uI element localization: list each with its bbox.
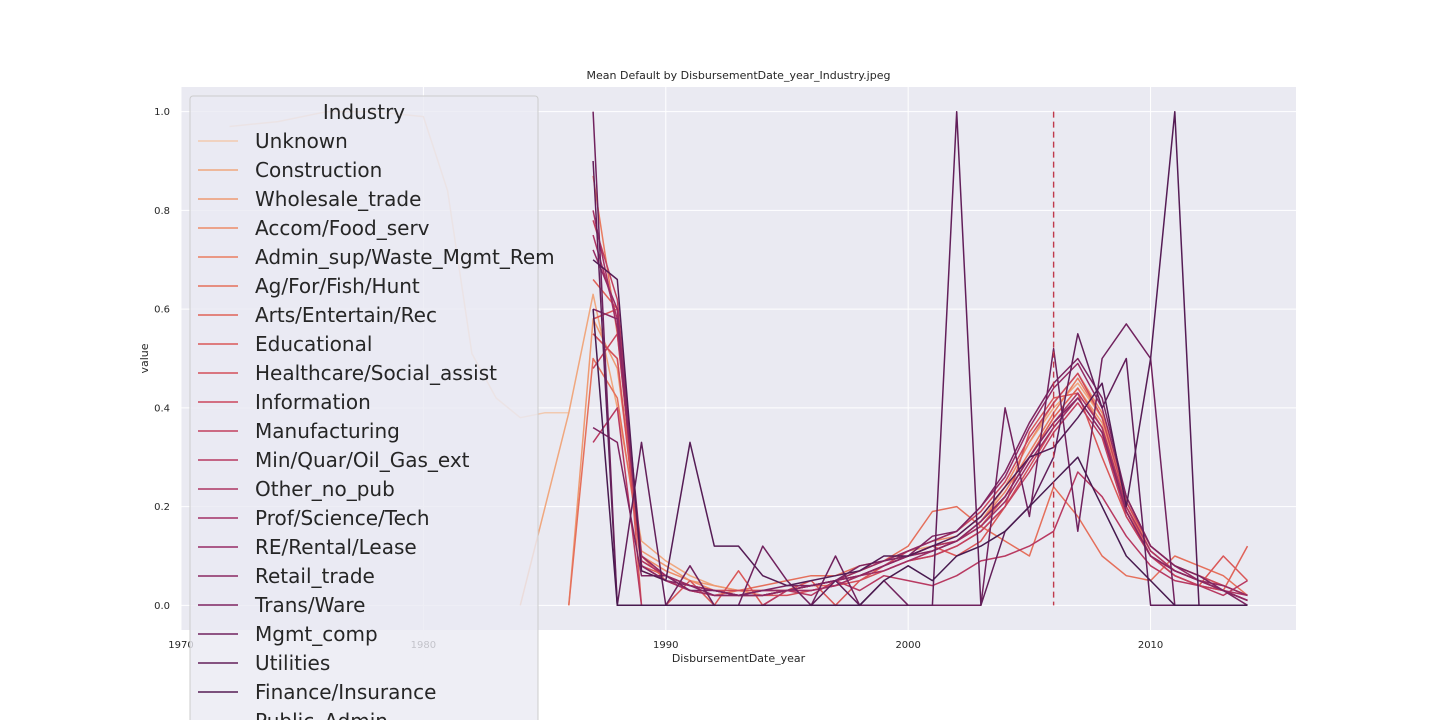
y-tick-label: 0.8 [154, 206, 170, 217]
series-line [592, 357, 1248, 606]
series-line [592, 110, 1248, 607]
legend-label: Trans/Ware [254, 593, 365, 617]
y-axis-label: value [138, 343, 151, 373]
legend-label: Ag/For/Fish/Hunt [255, 274, 420, 298]
legend-label: Construction [255, 158, 382, 182]
x-tick-label: 2010 [1138, 640, 1163, 651]
x-tick-label: 2000 [895, 640, 920, 651]
legend-label: Retail_trade [255, 564, 375, 588]
series-line [592, 309, 1248, 607]
legend-label: Finance/Insurance [255, 680, 436, 704]
x-tick-label: 1970 [168, 640, 193, 651]
legend-label: Arts/Entertain/Rec [255, 303, 437, 327]
y-tick-label: 0.0 [154, 601, 170, 612]
legend-label: Utilities [255, 651, 330, 675]
x-tick-label: 1990 [653, 640, 678, 651]
x-axis-label: DisbursementDate_year [672, 652, 806, 665]
legend-title: Industry [323, 100, 405, 124]
legend-label: Wholesale_trade [255, 187, 421, 211]
legend-label: Accom/Food_serv [255, 216, 430, 240]
legend-label: Mgmt_comp [255, 622, 378, 646]
legend-label: Healthcare/Social_assist [255, 361, 497, 385]
legend-label: Prof/Science/Tech [255, 506, 430, 530]
y-tick-label: 0.2 [154, 502, 170, 513]
legend-label: Manufacturing [255, 419, 400, 443]
legend-label: Public_Admin [255, 709, 388, 720]
legend: Industry Unknown Construction Wholesale_tr… [189, 95, 555, 720]
chart-title: Mean Default by DisbursementDate_year_In… [587, 69, 891, 82]
legend-label: Other_no_pub [255, 477, 395, 501]
y-tick-label: 0.4 [154, 403, 170, 414]
legend-box [189, 95, 539, 720]
y-tick-label: 0.6 [154, 305, 170, 316]
legend-label: Admin_sup/Waste_Mgmt_Rem [255, 245, 555, 269]
legend-label: Unknown [255, 129, 348, 153]
series-lines [229, 110, 1249, 607]
legend-label: Educational [255, 332, 372, 356]
legend-label: Information [255, 390, 371, 414]
legend-items: Unknown Construction Wholesale_trade Accom/… [198, 129, 555, 720]
legend-label: Min/Quar/Oil_Gas_ext [255, 448, 470, 472]
legend-label: RE/Rental/Lease [255, 535, 417, 559]
y-tick-label: 1.0 [154, 107, 170, 118]
